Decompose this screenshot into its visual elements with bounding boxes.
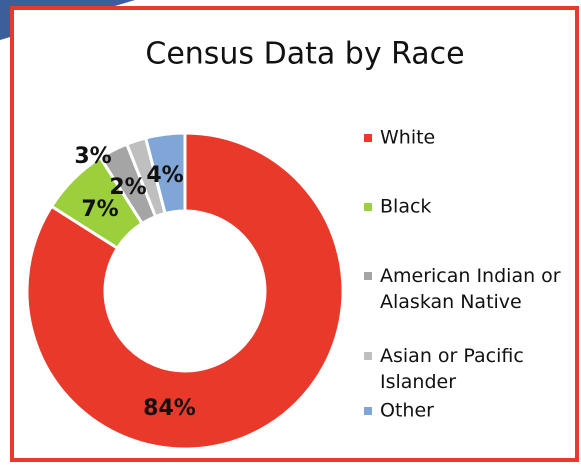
legend-swatch	[364, 272, 372, 280]
legend-swatch	[364, 407, 372, 415]
legend-label: Asian or Pacific Islander	[380, 345, 524, 393]
data-label: 84%	[143, 396, 196, 421]
legend-label-line: American Indian or	[380, 265, 561, 287]
slice	[25, 131, 345, 451]
legend-label: Other	[380, 400, 434, 422]
legend-swatch	[364, 203, 372, 211]
legend-label-line: Islander	[380, 371, 456, 393]
chart-title: Census Data by Race	[145, 37, 464, 72]
legend-label: White	[380, 127, 435, 149]
data-label: 2%	[109, 175, 146, 200]
legend-swatch	[364, 352, 372, 360]
data-label: 3%	[74, 144, 111, 169]
legend-swatch	[364, 134, 372, 142]
legend-label: Black	[380, 196, 431, 218]
data-label: 4%	[146, 163, 183, 188]
legend-label: American Indian or Alaskan Native	[380, 265, 561, 313]
legend: White Black American Indian or Alaskan Nati…	[364, 127, 561, 422]
data-label: 7%	[81, 197, 118, 222]
slice	[143, 131, 187, 216]
data-labels: 84% 7% 3% 2% 4%	[74, 144, 196, 421]
slices	[25, 131, 345, 451]
legend-label-line: Alaskan Native	[380, 291, 522, 313]
legend-label-line: Asian or Pacific	[380, 345, 524, 367]
